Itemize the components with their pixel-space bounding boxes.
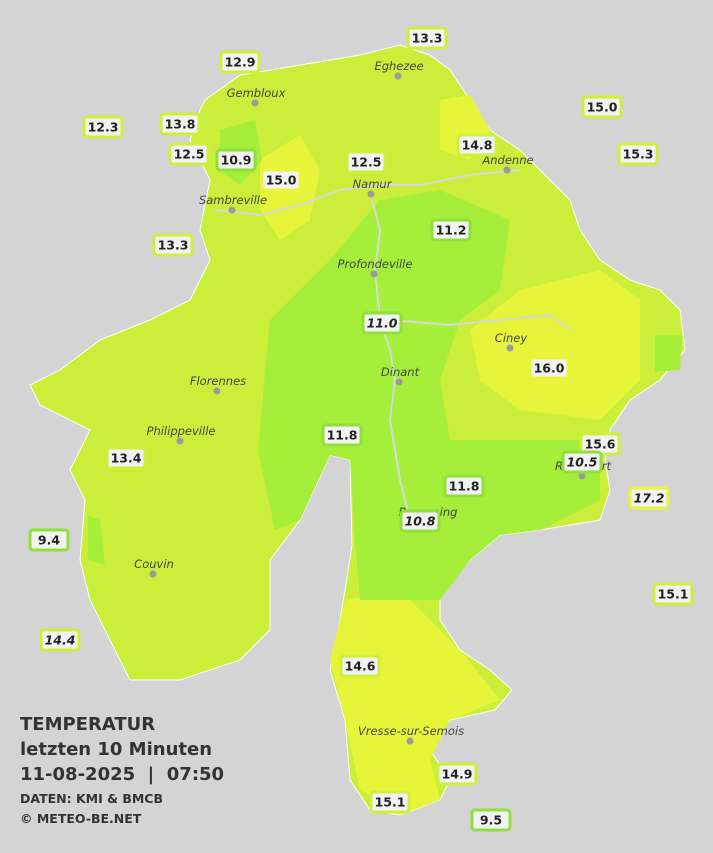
city-label: Philippeville [147,424,216,438]
station-value: 12.5 [174,147,205,162]
city-dot [406,737,414,745]
city-dot [394,72,402,80]
station-value: 12.9 [225,55,256,70]
station-box [219,50,261,74]
station-value: 14.8 [462,138,493,153]
station-value: 11.2 [436,223,467,238]
city-dot [176,437,184,445]
station-box [528,356,570,380]
city-dot [251,99,259,107]
station-value: 15.1 [375,795,406,810]
station-box [159,112,201,136]
station-value: 15.0 [266,173,297,188]
station-box [345,150,387,174]
station-value: 13.3 [412,31,443,46]
station-box [406,26,448,50]
station-box [152,233,194,257]
station-value: 10.8 [405,514,436,529]
station-value: 14.9 [442,767,473,782]
station-box [260,168,302,192]
station-value: 14.6 [345,659,376,674]
station-box [82,115,124,139]
station-value: 14.4 [45,633,76,648]
station-value: 13.8 [165,117,196,132]
subtitle: letzten 10 Minuten [20,739,212,760]
station-value: 10.9 [221,153,252,168]
station-value: 13.3 [158,238,189,253]
station-box [617,142,659,166]
datetime: 11-08-2025 | 07:50 [20,764,224,785]
station-box [561,450,603,474]
station-box [215,148,257,172]
station-layer: 13.3 12.9 15.0 12.3 13.8 12.5 10.9 15.0 12.5 14.8… [28,26,694,832]
city-label: Namur [353,177,393,191]
city-layer: Eghezee Gembloux Andenne Namur Sambreville Pr… [134,59,612,745]
station-value: 11.8 [327,428,358,443]
station-box [652,582,694,606]
city-label: Ciney [495,331,528,345]
city-label: Florennes [190,374,246,388]
city-label: Profondeville [338,257,413,271]
city-dot [506,344,514,352]
city-label: Vresse-sur-Semois [358,724,464,738]
station-value: 9.4 [38,533,60,548]
station-box [399,509,441,533]
station-value: 12.3 [88,120,119,135]
station-value: 9.5 [480,813,502,828]
station-value: 15.0 [587,100,618,115]
station-box [321,423,363,447]
city-dot [370,270,378,278]
station-box [436,762,478,786]
city-dot [228,206,236,214]
source: DATEN: KMI & BMCB [20,791,163,806]
station-box [456,133,498,157]
city-dot [578,472,586,480]
station-value: 15.6 [585,437,616,452]
station-value: 13.4 [111,451,142,466]
station-value: 15.3 [623,147,654,162]
city-label: Gembloux [227,86,286,100]
city-label: Eghezee [374,59,423,73]
river [214,169,571,521]
city-label: Sambreville [199,193,267,207]
station-box [105,446,147,470]
cool-zone [88,120,682,600]
station-box [39,628,81,652]
station-box [339,654,381,678]
city-dot [367,190,375,198]
city-label: Dinant [381,365,420,379]
city-label: Couvin [134,557,174,571]
station-box [443,474,485,498]
city-dot [395,378,403,386]
station-box [369,790,411,814]
warm-zone [260,95,640,815]
station-box [581,95,623,119]
station-value: 15.1 [658,587,689,602]
station-value: 11.0 [367,316,398,331]
city-dot [213,387,221,395]
station-value: 11.8 [449,479,480,494]
city-dot [149,570,157,578]
station-box [470,808,512,832]
station-box [168,142,210,166]
station-value: 17.2 [634,491,665,506]
station-value: 16.0 [534,361,565,376]
credit: © METEO-BE.NET [20,811,142,826]
city-label: Andenne [481,153,533,167]
station-box [361,311,403,335]
city-dot [503,166,511,174]
station-box [430,218,472,242]
station-box [28,528,70,552]
station-value: 12.5 [351,155,382,170]
station-box [628,486,670,510]
station-value: 10.5 [567,455,598,470]
title: TEMPERATUR [20,714,155,735]
